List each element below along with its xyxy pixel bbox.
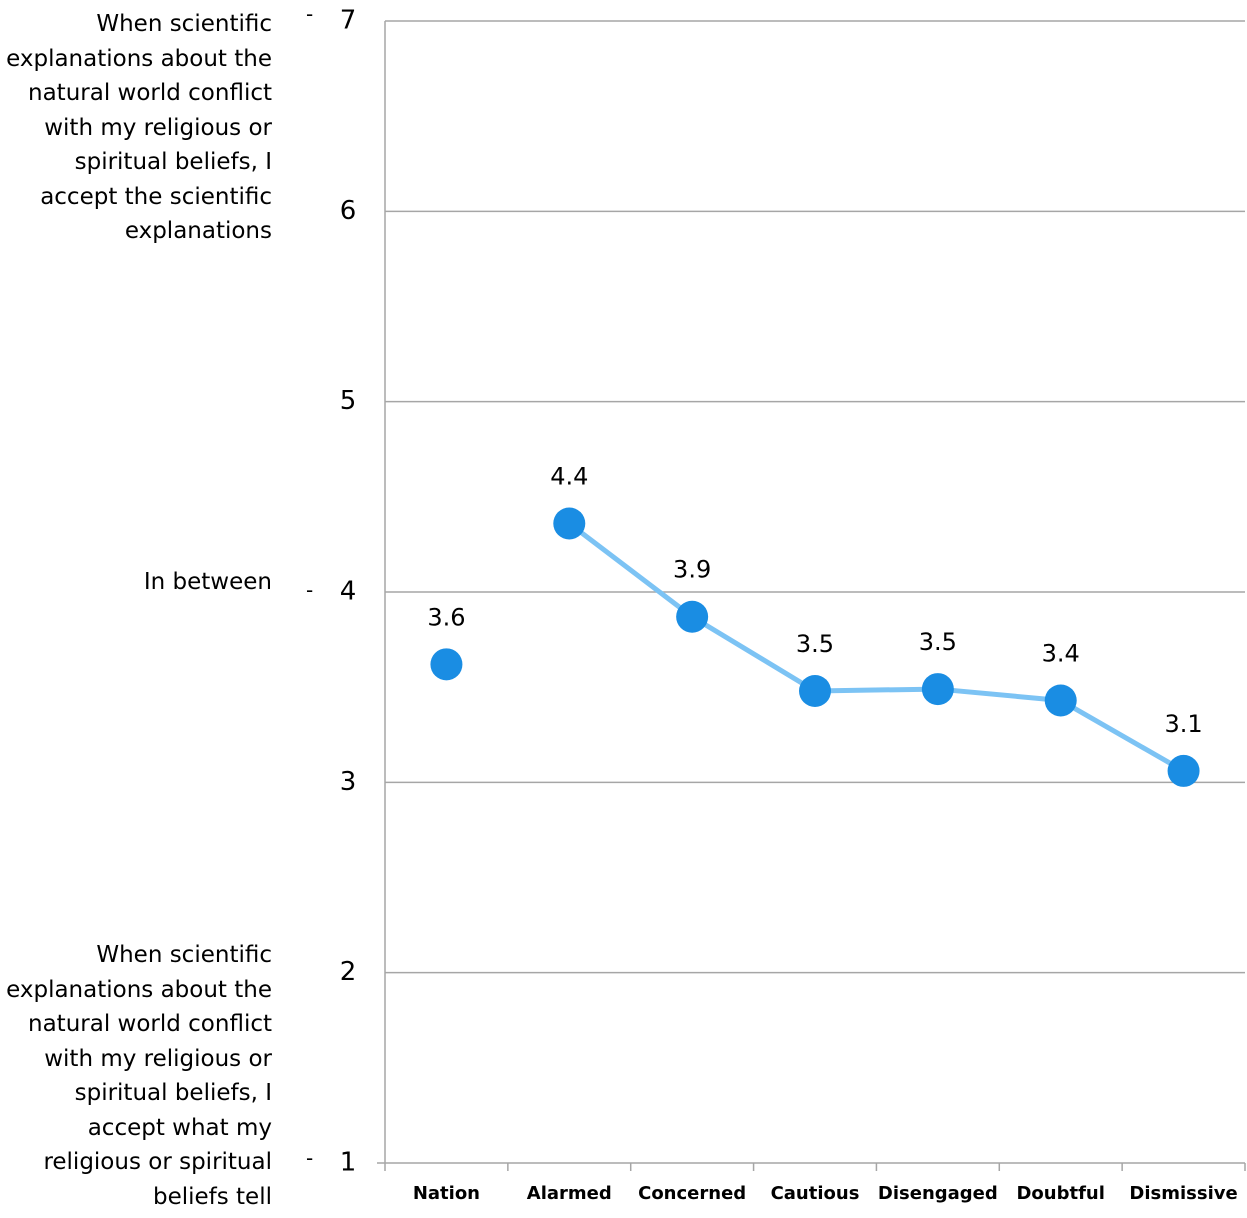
y-tick-label: 1 (340, 1148, 357, 1178)
y-annotation: When scientific explanations about the n… (6, 942, 272, 1210)
y-tick-label: 3 (340, 767, 357, 797)
y-tick-label: 6 (340, 196, 357, 226)
data-label: 4.4 (550, 462, 588, 490)
x-tick-label: Alarmed (527, 1183, 612, 1204)
data-label: 3.5 (919, 628, 957, 656)
data-label: 3.1 (1164, 710, 1202, 738)
data-label: 3.4 (1042, 639, 1080, 667)
y-tick-label: 4 (340, 577, 357, 607)
point (430, 648, 463, 681)
data-label: 3.5 (796, 630, 834, 658)
annotation-dash: - (306, 578, 314, 602)
y-tick-label: 7 (340, 6, 357, 36)
point (921, 673, 954, 706)
point (553, 507, 586, 540)
y-tick-label: 5 (340, 386, 357, 416)
y-tick-label: 2 (340, 957, 357, 987)
x-tick-label: Disengaged (878, 1183, 998, 1204)
x-tick-label: Cautious (771, 1183, 860, 1204)
point (1044, 684, 1077, 717)
x-tick-label: Dismissive (1129, 1183, 1237, 1204)
data-label: 3.9 (673, 556, 711, 584)
y-annotation: In between (143, 569, 272, 595)
x-tick-label: Concerned (638, 1183, 746, 1204)
x-tick-label: Doubtful (1016, 1183, 1104, 1204)
annotation-dash: - (306, 2, 314, 26)
annotation-dash: - (306, 1146, 314, 1170)
point (676, 600, 709, 633)
line (567, 521, 1185, 774)
y-annotation: When scientific explanations about the n… (6, 11, 272, 244)
point (1167, 754, 1200, 787)
data-label: 3.6 (427, 603, 465, 631)
point (799, 674, 831, 707)
x-tick-label: Nation (413, 1183, 480, 1204)
